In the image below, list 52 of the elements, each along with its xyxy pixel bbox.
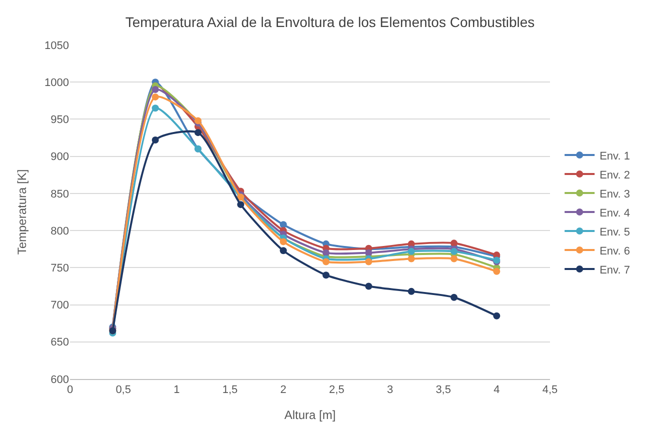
x-tick-label: 0,5 <box>116 384 131 396</box>
point <box>152 104 159 112</box>
point <box>365 258 372 266</box>
x-tick-label: 1 <box>174 384 180 396</box>
y-tick-label: 750 <box>50 262 69 275</box>
x-tick-label: 4 <box>494 384 500 396</box>
y-tick-label: 900 <box>50 151 69 164</box>
point <box>365 282 372 290</box>
y-tick-label: 800 <box>50 225 69 238</box>
point <box>280 238 287 246</box>
point <box>450 255 458 262</box>
point <box>237 201 244 208</box>
y-tick-label: 1000 <box>44 76 69 89</box>
legend-label: Env. 7 <box>600 264 630 276</box>
y-tick-label: 700 <box>50 300 69 312</box>
legend-label: Env. 4 <box>600 207 630 220</box>
x-tick-label: 1,5 <box>222 384 238 396</box>
legend-label: Env. 6 <box>600 245 630 258</box>
y-tick-label: 600 <box>50 374 69 386</box>
y-tick-label: 850 <box>50 188 69 200</box>
y-tick-label: 950 <box>50 114 69 126</box>
y-axis-title: Temperatura [K] <box>14 169 29 255</box>
chart-title: Temperatura Axial de la Envoltura de los Elementos Combustibles <box>125 14 535 30</box>
point <box>322 272 330 279</box>
x-tick-label: 0 <box>66 384 74 396</box>
x-tick-label: 2 <box>280 384 286 396</box>
legend-label: Env. 2 <box>600 169 630 182</box>
point <box>493 268 500 275</box>
point <box>280 221 287 228</box>
point <box>152 93 159 100</box>
point <box>322 258 330 266</box>
point <box>365 249 372 256</box>
x-tick-label: 3,5 <box>436 384 451 396</box>
point <box>450 240 458 247</box>
x-tick-label: 3 <box>386 384 394 396</box>
point <box>450 294 458 301</box>
point <box>322 249 330 256</box>
point <box>152 136 159 144</box>
x-axis-title: Altura [m] <box>284 408 336 422</box>
point <box>493 312 500 320</box>
x-tick-label: 4,5 <box>542 384 558 396</box>
legend-label: Env. 5 <box>600 226 630 238</box>
point <box>194 129 202 136</box>
y-tick-label: 650 <box>50 336 69 349</box>
point <box>280 247 287 254</box>
point <box>408 288 415 295</box>
legend-label: Env. 1 <box>600 150 630 162</box>
y-tick-label: 1050 <box>44 40 69 52</box>
point <box>408 255 415 262</box>
legend-label: Env. 3 <box>600 188 630 200</box>
x-tick-label: 2,5 <box>329 384 344 396</box>
point <box>152 86 159 94</box>
